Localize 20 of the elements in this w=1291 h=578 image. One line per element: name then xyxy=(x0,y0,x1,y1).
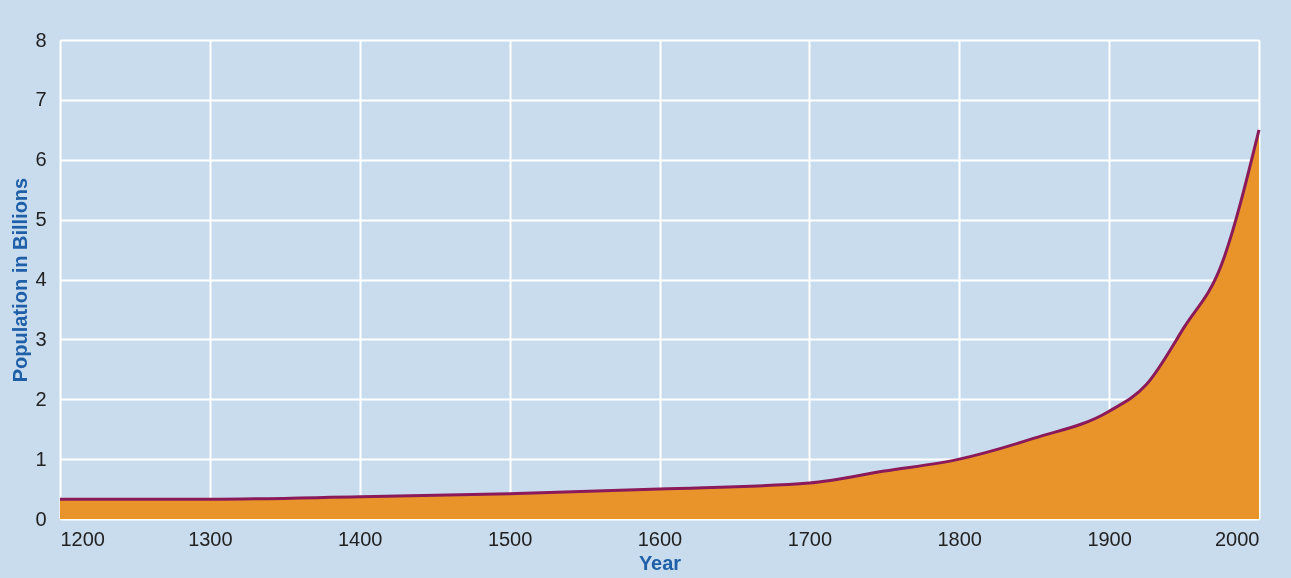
x-tick-label: 1400 xyxy=(338,527,383,550)
x-tick-label: 1600 xyxy=(637,527,683,550)
x-tick-label: 1300 xyxy=(188,527,233,550)
y-tick-label: 6 xyxy=(35,148,47,171)
y-axis-title: Population in Billions xyxy=(9,177,32,383)
x-axis-title: Year xyxy=(638,551,682,574)
x-tick-label: 1800 xyxy=(937,527,982,550)
x-tick-label: 1700 xyxy=(787,527,833,550)
y-tick-label: 4 xyxy=(35,268,47,290)
y-tick-label: 1 xyxy=(35,447,47,470)
y-tick-label: 0 xyxy=(35,507,47,530)
y-tick-label: 5 xyxy=(35,208,47,231)
y-tick-label: 7 xyxy=(35,88,47,111)
y-tick-label: 3 xyxy=(35,327,47,350)
y-tick-label: 8 xyxy=(35,28,47,51)
y-tick-label: 2 xyxy=(35,387,47,410)
x-tick-label: 2000 xyxy=(1215,527,1260,550)
x-tick-label: 1200 xyxy=(60,527,105,550)
x-tick-label: 1900 xyxy=(1087,527,1132,550)
x-tick-label: 1500 xyxy=(487,527,533,550)
